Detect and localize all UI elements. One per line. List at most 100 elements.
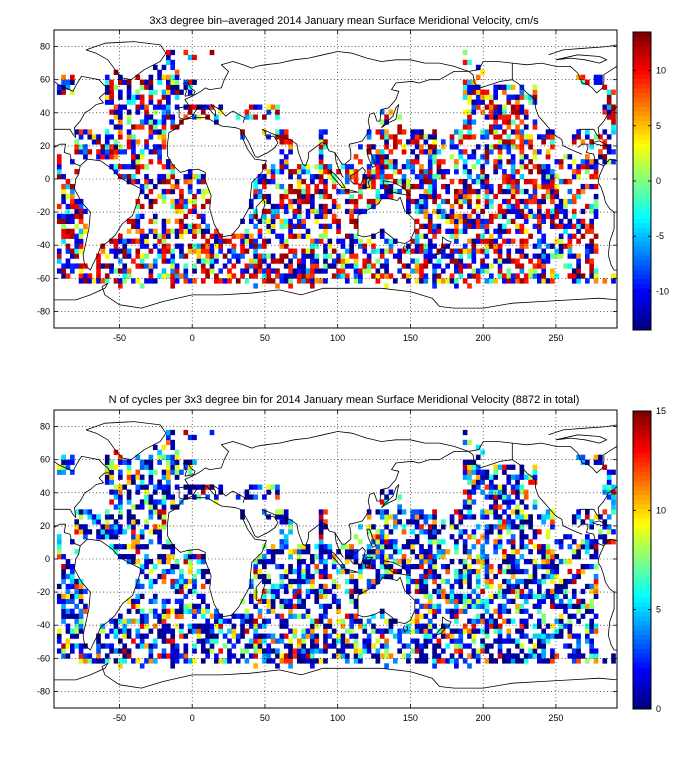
bin-cell	[584, 134, 590, 140]
bin-cell	[427, 238, 433, 244]
bin-cell	[414, 154, 420, 160]
bin-cell	[183, 429, 189, 436]
bin-cell	[432, 653, 437, 659]
bin-cell	[314, 633, 320, 639]
bin-cell	[161, 74, 167, 80]
bin-cell	[541, 248, 547, 254]
bin-cell	[410, 149, 416, 155]
bin-cell	[323, 648, 328, 654]
bin-cell	[440, 208, 446, 215]
bin-cell	[371, 248, 376, 254]
bin-cell	[91, 658, 97, 664]
bin-cell	[104, 139, 110, 145]
bin-cell	[358, 159, 363, 165]
bin-cell	[257, 559, 263, 565]
bin-cell	[349, 263, 354, 269]
bin-cell	[257, 613, 263, 619]
bin-cell	[484, 159, 490, 165]
bin-cell	[257, 643, 263, 649]
bin-cell	[471, 99, 477, 105]
bin-cell	[462, 109, 468, 115]
bin-cell	[375, 169, 381, 175]
bin-cell	[480, 179, 485, 185]
bin-cell	[122, 653, 128, 659]
bin-cell	[515, 129, 520, 135]
bin-cell	[118, 544, 123, 550]
colorbar-step	[633, 560, 651, 566]
bin-cell	[327, 588, 333, 595]
bin-cell	[305, 568, 311, 575]
bin-cell	[379, 608, 385, 614]
bin-cell	[205, 188, 210, 195]
bin-cell	[545, 549, 551, 555]
bin-cell	[484, 529, 490, 535]
bin-cell	[113, 164, 119, 170]
bin-cell	[371, 554, 376, 560]
bin-cell	[70, 628, 75, 634]
bin-cell	[296, 268, 302, 274]
colorbar-step	[633, 325, 651, 331]
bin-cell	[432, 278, 437, 284]
bin-cell	[279, 183, 285, 190]
bin-cell	[100, 529, 106, 535]
bin-cell	[187, 243, 193, 249]
bin-cell	[200, 268, 206, 274]
bin-cell	[344, 233, 350, 239]
bin-cell	[445, 658, 450, 664]
bin-cell	[611, 104, 616, 110]
bin-cell	[148, 149, 154, 155]
bin-cell	[266, 268, 272, 274]
bin-cell	[545, 559, 551, 565]
bin-cell	[449, 633, 455, 639]
bin-cell	[305, 268, 311, 274]
bin-cell	[161, 179, 167, 185]
bin-cell	[593, 79, 599, 85]
bin-cell	[288, 174, 293, 180]
bin-cell	[122, 273, 128, 279]
bin-cell	[148, 648, 154, 654]
bin-cell	[323, 638, 328, 644]
bin-cell	[493, 89, 498, 95]
bin-cell	[598, 514, 603, 520]
bin-cell	[541, 164, 547, 170]
bin-cell	[611, 114, 616, 120]
bin-cell	[523, 618, 529, 624]
bin-cell	[205, 633, 210, 639]
bin-cell	[423, 243, 429, 249]
bin-cell	[170, 554, 176, 560]
bin-cell	[100, 144, 106, 150]
bin-cell	[550, 213, 555, 220]
bin-cell	[519, 159, 525, 165]
bin-cell	[567, 238, 573, 244]
bin-cell	[126, 84, 132, 90]
bin-cell	[397, 648, 402, 654]
bin-cell	[135, 179, 141, 185]
bin-cell	[506, 499, 512, 505]
bin-cell	[187, 183, 193, 190]
bin-cell	[580, 568, 586, 575]
bin-cell	[436, 653, 442, 659]
bin-cell	[449, 613, 455, 619]
bin-cell	[554, 588, 560, 595]
bin-cell	[401, 524, 407, 530]
bin-cell	[484, 179, 490, 185]
bin-cell	[502, 469, 507, 475]
bin-cell	[606, 539, 612, 545]
bin-cell	[545, 568, 551, 575]
bin-cell	[109, 248, 114, 254]
bin-cell	[571, 578, 577, 585]
bin-cell	[371, 198, 376, 205]
bin-cell	[262, 114, 267, 120]
bin-cell	[292, 233, 298, 239]
bin-cell	[166, 233, 171, 239]
bin-cell	[118, 459, 123, 465]
bin-cell	[406, 658, 411, 664]
bin-cell	[584, 248, 590, 254]
bin-cell	[323, 519, 328, 525]
bin-cell	[432, 623, 437, 629]
bin-cell	[480, 129, 485, 135]
bin-cell	[493, 144, 498, 150]
bin-cell	[558, 164, 564, 170]
bin-cell	[266, 273, 272, 279]
bin-cell	[510, 164, 516, 170]
